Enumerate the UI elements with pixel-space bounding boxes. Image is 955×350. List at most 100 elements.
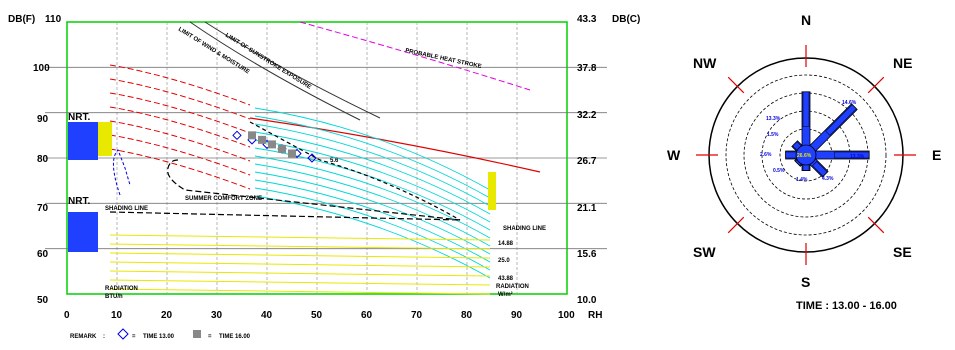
- x-tick: 0: [64, 310, 70, 321]
- radiation-line: [109, 243, 491, 250]
- x-tick: 60: [361, 310, 373, 321]
- y-tick-left-110: 110: [45, 14, 62, 25]
- rose-label-sw: 0.5%: [773, 168, 785, 174]
- y-axis-label-left: DB(F): [8, 14, 35, 25]
- rose-label-n: 13.3%: [766, 116, 781, 122]
- shading-line-path: [109, 211, 461, 221]
- time-label: TIME : 13.00 - 16.00: [796, 300, 897, 312]
- remark-colon: :: [103, 334, 105, 340]
- rose-label-s: 1.4%: [796, 177, 808, 183]
- nrt-upper-fill: [68, 122, 98, 160]
- evap-line: [254, 163, 491, 247]
- y-tick-left-90: 90: [37, 114, 49, 125]
- y-tick-right-15: 15.6: [577, 249, 597, 260]
- radiation-left-label: RADIATION: [105, 286, 138, 292]
- evap-line: [254, 155, 491, 239]
- y-tick-right-21: 21.1: [577, 203, 597, 214]
- x-tick: 10: [111, 310, 123, 321]
- x-tick: 90: [511, 310, 523, 321]
- dir-ne: NE: [893, 55, 912, 71]
- fan-line: [109, 92, 251, 134]
- nrt-lower-label: NRT.: [68, 196, 90, 207]
- rose-label-se: 4.3%: [822, 176, 834, 182]
- radiation-marker-right: [488, 172, 496, 210]
- radiation-line: [109, 270, 491, 277]
- radiation-units: W/m²: [498, 291, 513, 298]
- dir-se: SE: [893, 244, 912, 260]
- y-tick-right-43: 43.3: [577, 14, 597, 25]
- solar-radiation-3: 43.88: [498, 276, 514, 282]
- dir-n: N: [801, 12, 811, 28]
- x-tick: 100: [558, 310, 575, 321]
- radiation-line: [109, 279, 491, 286]
- solar-radiation-1: 14.88: [498, 241, 514, 247]
- radiation-line: [109, 288, 491, 295]
- point-16: [288, 149, 296, 158]
- fan-line: [109, 134, 251, 176]
- point-13: [307, 153, 317, 163]
- evap-line: [254, 139, 491, 223]
- evap-line: [254, 147, 491, 231]
- rose-center: [795, 144, 817, 166]
- radiation-left-units: BTU/h: [105, 294, 123, 300]
- remark-item2: TIME 16.00: [219, 334, 251, 340]
- nrt-lower-fill: [68, 212, 98, 252]
- nrt-upper-yellow: [98, 122, 112, 156]
- remark-square-icon: [193, 330, 201, 338]
- nrt-upper-block: NRT.: [68, 112, 112, 160]
- nrt-lower-block: NRT.: [68, 196, 98, 252]
- nrt-upper-label: NRT.: [68, 112, 90, 123]
- sunstroke-line: [189, 21, 361, 121]
- evap-line: [254, 195, 491, 279]
- series-points: [232, 130, 317, 163]
- y-tick-right-26: 26.7: [577, 156, 597, 167]
- dir-e: E: [932, 147, 941, 163]
- y-tick-left-50: 50: [37, 295, 49, 306]
- fan-line: [109, 78, 251, 120]
- y-tick-right-32: 32.2: [577, 110, 597, 121]
- evap-line: [254, 107, 491, 191]
- wind-rose: N NE E SE S SW W NW 13.3% 14.6% 13.3% 4.…: [667, 12, 941, 312]
- rose-tick: [867, 216, 885, 234]
- comfort-zone-top: [167, 159, 461, 221]
- radiation-lines: [109, 234, 491, 295]
- y-tick-right-10: 10.0: [577, 295, 597, 306]
- y-tick-right-37: 37.8: [577, 63, 597, 74]
- x-axis-label: RH: [588, 310, 602, 321]
- point-16: [278, 144, 286, 153]
- fan-line: [109, 64, 251, 106]
- heat-stroke-line: [299, 21, 531, 91]
- rose-bar-outline: [825, 104, 857, 136]
- summer-comfort-label: SUMMER COMFORT ZONE: [185, 196, 262, 202]
- remark-item1: TIME 13.00: [143, 334, 175, 340]
- x-tick: 70: [411, 310, 423, 321]
- fan-line: [109, 106, 251, 148]
- evaporative-limit-line: [204, 21, 381, 119]
- bioclimatic-chart: DB(F) 110 100 90 80 70 60 50 43.3 DB(C) …: [8, 14, 640, 340]
- x-tick: 30: [211, 310, 223, 321]
- x-tick: 20: [161, 310, 173, 321]
- radiation-label: RADIATION: [496, 284, 529, 290]
- rose-tick: [727, 76, 745, 94]
- x-tick: 40: [261, 310, 273, 321]
- grid: [45, 22, 607, 294]
- y-tick-left-70: 70: [37, 203, 49, 214]
- rose-bar-outline: [802, 91, 810, 127]
- rose-label-e: 13.3%: [850, 154, 865, 160]
- point-16: [268, 140, 276, 149]
- y-tick-left-60: 60: [37, 249, 49, 260]
- rose-bar-outline: [834, 151, 870, 159]
- value-label-56: 5.6: [330, 158, 339, 164]
- rose-bar-outline: [812, 161, 828, 177]
- point-16: [258, 135, 266, 144]
- rose-tick: [867, 76, 885, 94]
- x-tick: 80: [461, 310, 473, 321]
- radiation-line: [109, 261, 491, 268]
- x-ticks: 0 10 20 30 40 50 60 70 80 90 100: [64, 310, 575, 321]
- evap-line: [254, 131, 491, 215]
- y-axis-label-right: DB(C): [612, 14, 640, 25]
- rose-tick: [727, 216, 745, 234]
- remark-diamond-icon: [117, 328, 129, 340]
